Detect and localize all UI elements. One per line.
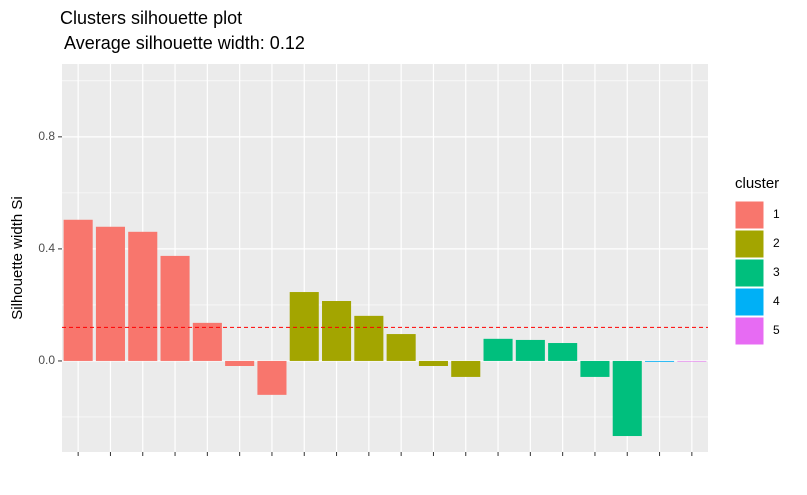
bar <box>289 292 319 361</box>
legend-label: 2 <box>773 236 780 250</box>
bar <box>95 226 125 361</box>
bar <box>192 322 222 361</box>
legend-label: 3 <box>773 265 780 279</box>
bar <box>322 301 352 361</box>
bar <box>418 360 448 366</box>
bar <box>645 360 675 362</box>
y-tick-label: 0.4 <box>38 241 55 255</box>
legend-key <box>734 287 765 317</box>
legend-key <box>734 229 765 259</box>
y-tick-label: 0.8 <box>38 129 55 143</box>
bar <box>515 339 545 361</box>
y-axis-label: Silhouette width Si <box>9 196 26 319</box>
legend-key <box>734 316 765 346</box>
bar <box>225 360 255 366</box>
bar <box>612 360 642 437</box>
bar <box>386 334 416 361</box>
bar <box>483 338 513 361</box>
legend-label: 5 <box>773 323 780 337</box>
legend-key <box>734 200 765 230</box>
y-tick-label: 0.0 <box>38 353 55 367</box>
bar <box>677 360 707 362</box>
chart-title: Clusters silhouette plot <box>60 8 242 28</box>
legend-title: cluster <box>735 175 779 192</box>
bar <box>257 360 287 395</box>
bar <box>63 219 93 361</box>
bar <box>580 360 610 377</box>
legend-label: 1 <box>773 207 780 221</box>
bar <box>160 255 190 361</box>
bar <box>128 231 158 361</box>
legend-label: 4 <box>773 294 780 308</box>
bar <box>354 315 384 361</box>
bar <box>451 360 481 377</box>
bar <box>548 343 578 361</box>
legend-key <box>734 258 765 288</box>
plot-panel <box>62 64 708 452</box>
chart-subtitle: Average silhouette width: 0.12 <box>60 33 305 53</box>
